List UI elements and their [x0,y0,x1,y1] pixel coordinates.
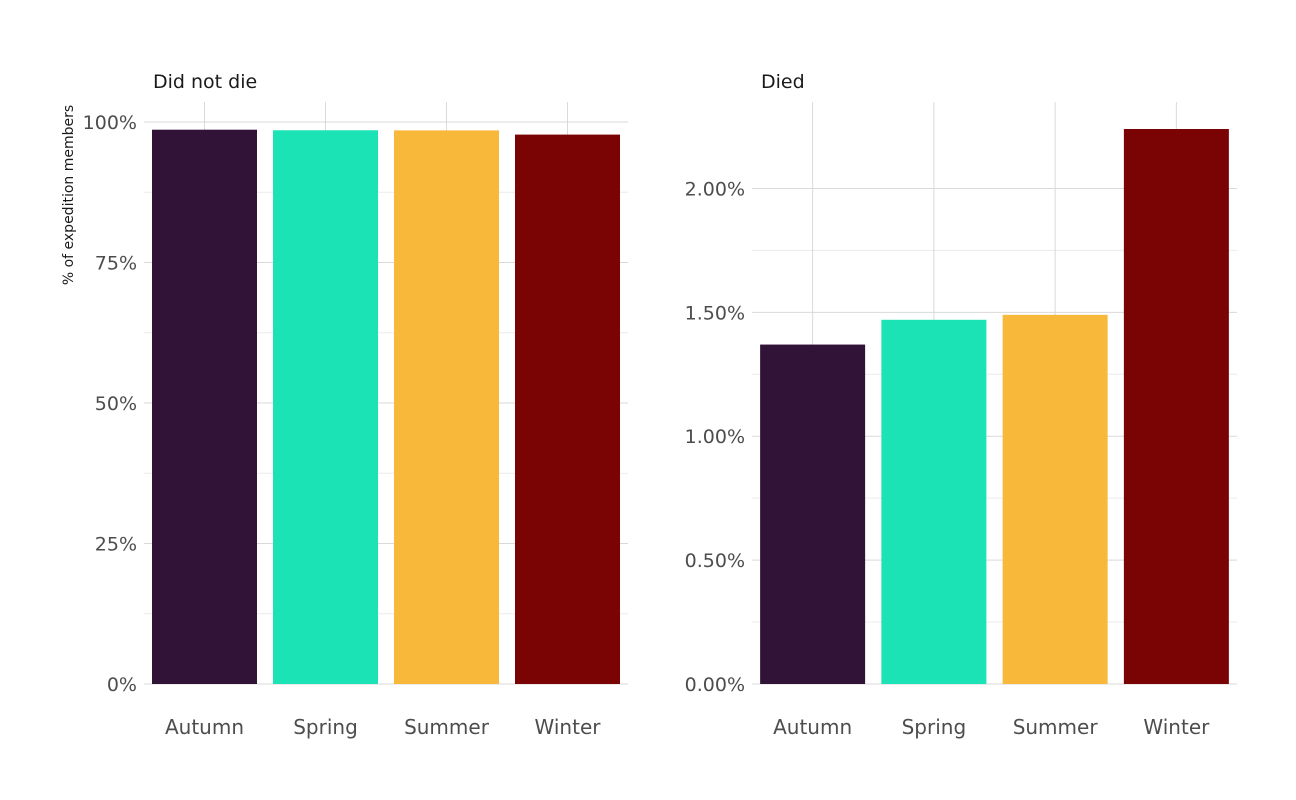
bar-autumn [760,344,866,684]
x-tick-label: Summer [404,715,490,739]
panel-died: 0.00% 0.50% 1.00% 1.50% 2.00% Autumn Spring Sum… [685,71,1237,739]
x-tick-label: Autumn [165,715,244,739]
bar-spring [273,130,378,684]
y-tick-label: 1.00% [685,426,745,448]
x-tick-label: Winter [1143,715,1210,739]
panel-did-not-die: 0% 25% 50% 75% 100% Autumn Spring Summer Winter D… [61,71,628,739]
y-tick-label: 25% [95,534,137,556]
x-tick-label: Autumn [773,715,852,739]
y-tick-label: 0.50% [685,550,745,572]
y-tick-label: 2.00% [685,178,745,200]
y-tick-label: 100% [83,112,137,134]
panel-title: Died [761,71,805,93]
x-tick-label: Summer [1013,715,1099,739]
bar-autumn [152,129,257,684]
y-axis-title: % of expedition members [61,105,77,285]
y-tick-label: 1.50% [685,302,745,324]
x-tick-label: Spring [293,715,358,739]
y-tick-label: 75% [95,253,137,275]
y-tick-label: 0.00% [685,674,745,696]
y-tick-label: 0% [107,674,137,696]
bar-spring [881,319,987,684]
bar-winter [515,134,620,684]
y-tick-label: 50% [95,393,137,415]
x-tick-label: Spring [902,715,967,739]
bar-winter [1123,129,1229,684]
x-tick-label: Winter [535,715,602,739]
bar-summer [394,130,499,685]
panel-title: Did not die [153,71,257,93]
bar-summer [1002,314,1108,684]
